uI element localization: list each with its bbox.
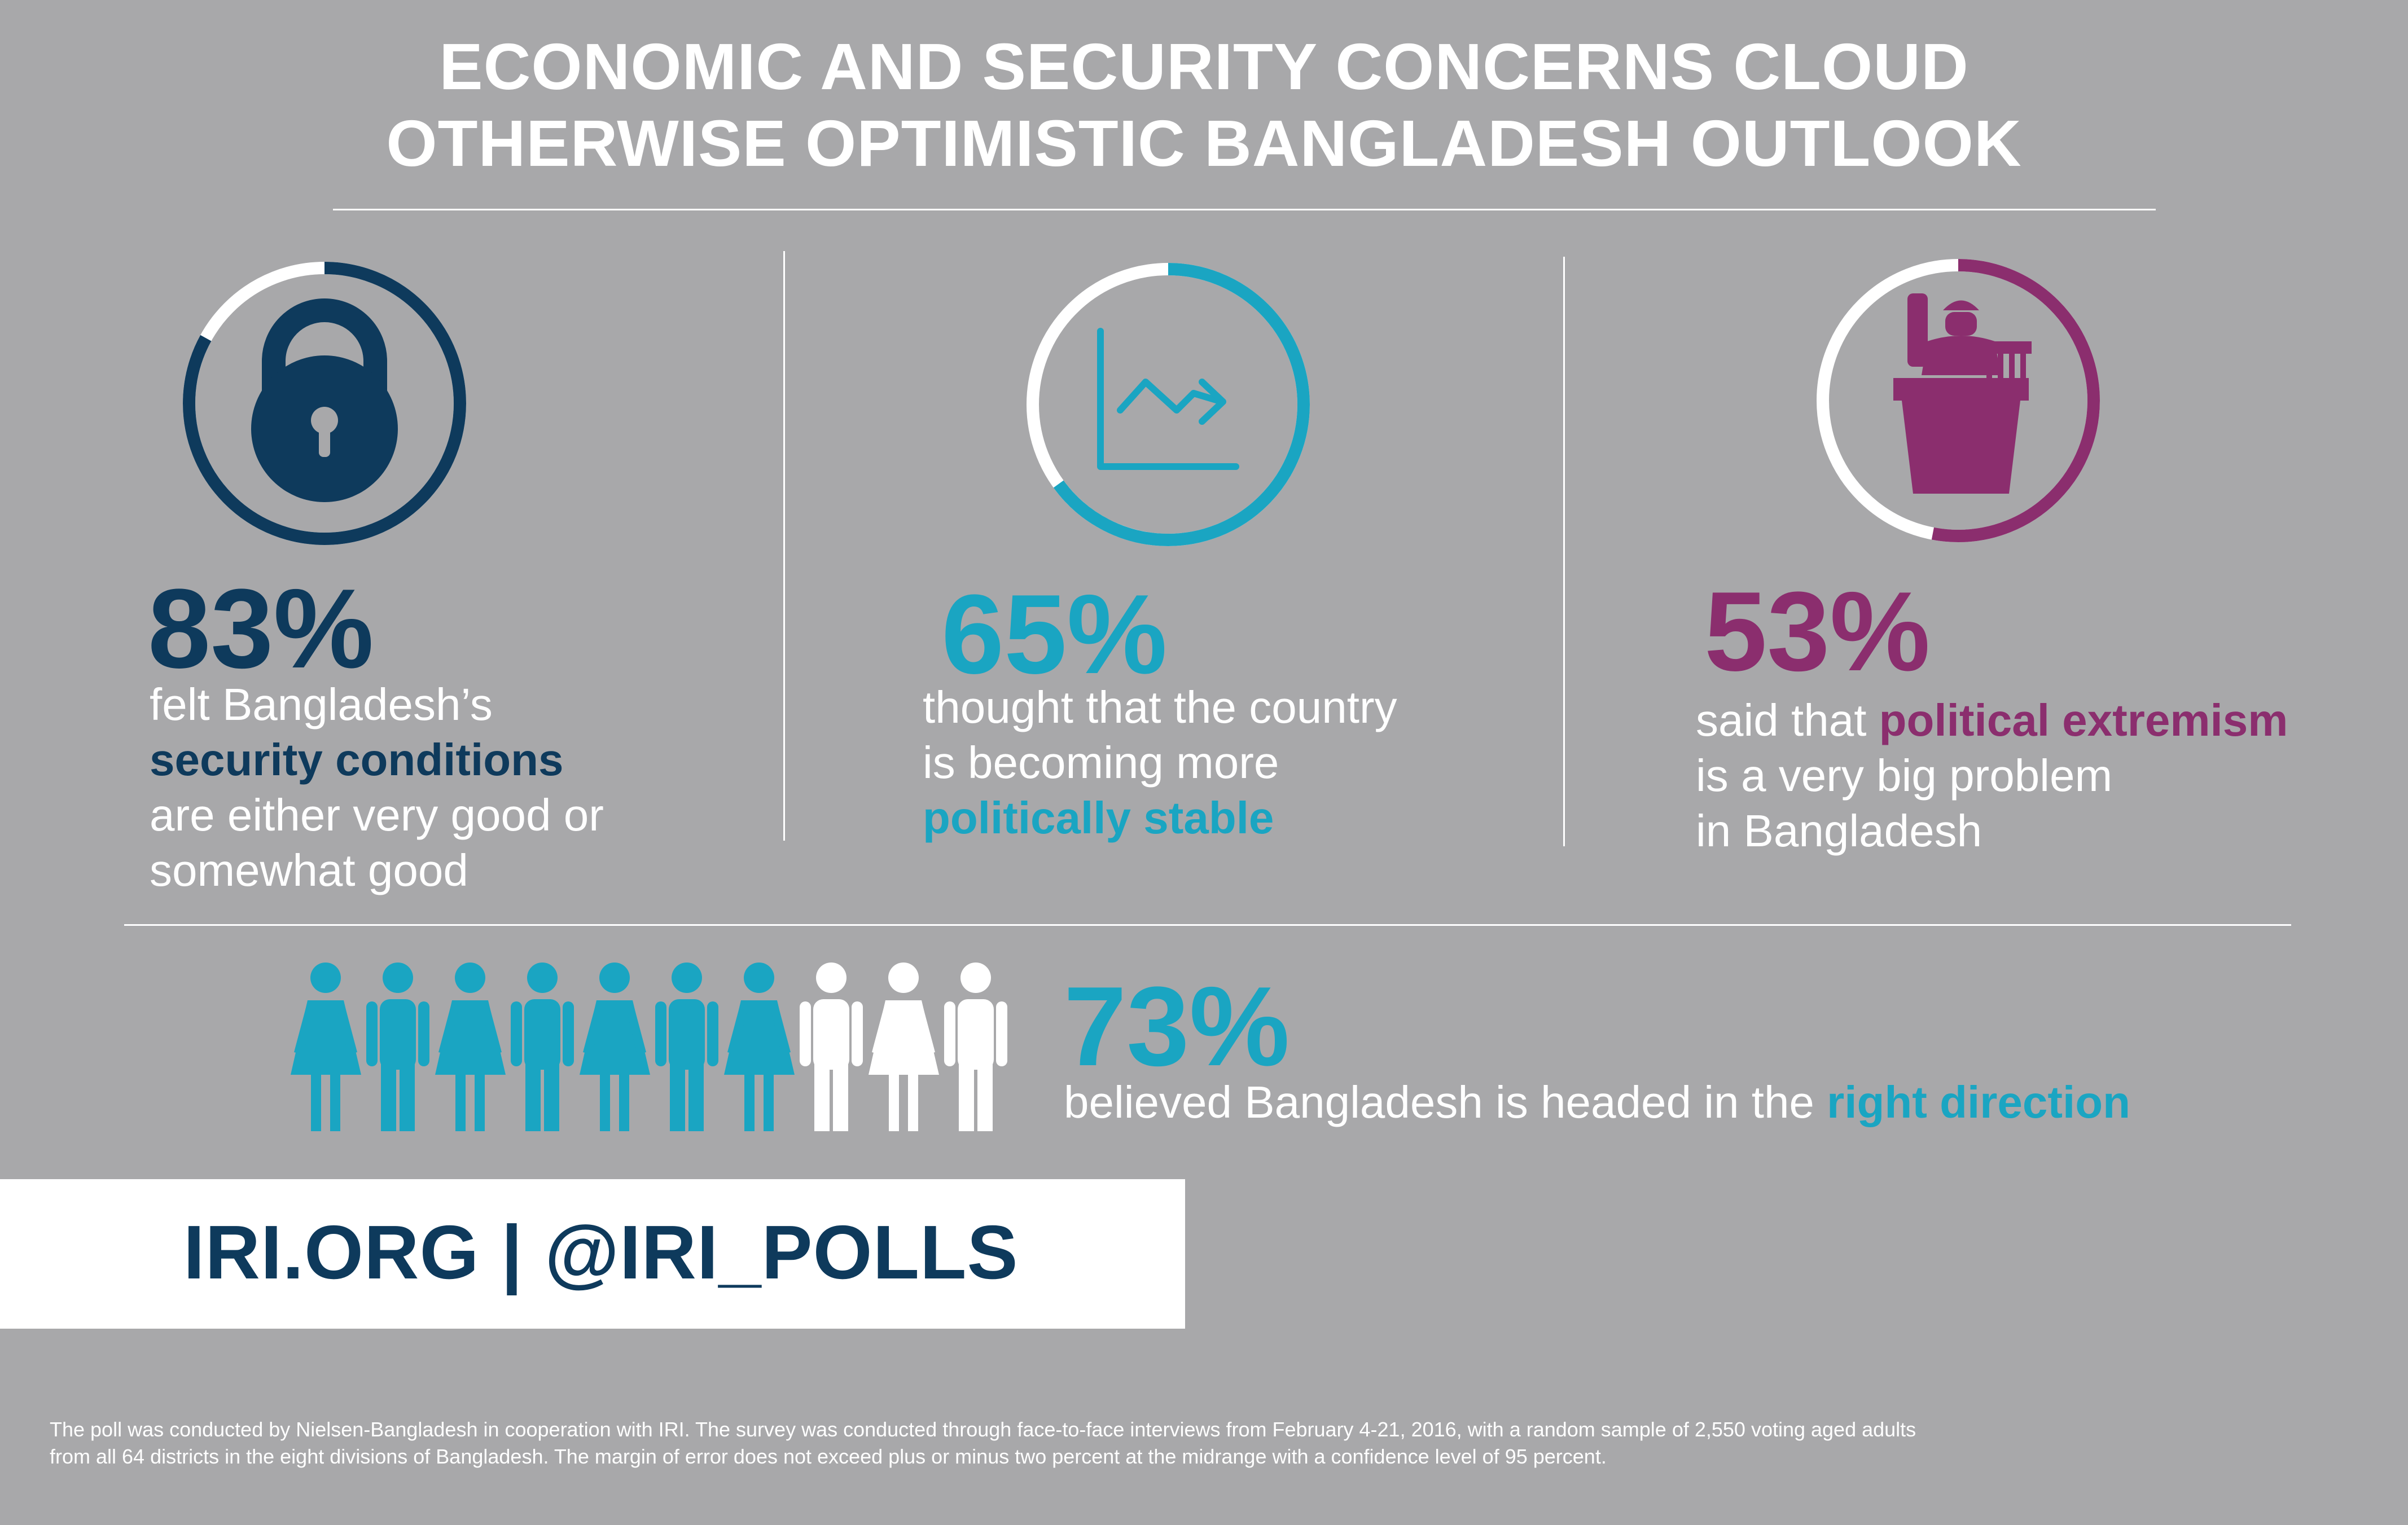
man-figure-icon xyxy=(366,963,429,1131)
man-figure-icon xyxy=(800,963,863,1131)
footer-links[interactable]: IRI.ORG | @IRI_POLLS xyxy=(183,1210,1019,1295)
security-highlight: security conditions xyxy=(150,735,564,785)
page-title: ECONOMIC AND SECURITY CONCERNS CLOUD OTH… xyxy=(0,28,2408,182)
title-line-1: ECONOMIC AND SECURITY CONCERNS CLOUD xyxy=(439,30,1969,103)
man-figure-icon xyxy=(944,963,1007,1131)
people-icon-row xyxy=(291,963,1007,1131)
woman-figure-icon xyxy=(291,963,361,1131)
podium-speaker-icon xyxy=(1893,293,2032,494)
column-divider-2 xyxy=(1563,257,1565,846)
title-divider xyxy=(333,209,2156,210)
extremism-description: said that political extremism is a very … xyxy=(1696,695,2288,856)
woman-figure-icon xyxy=(869,963,939,1131)
man-figure-icon xyxy=(511,963,574,1131)
direction-description: believed Bangladesh is headed in the rig… xyxy=(1064,1077,2130,1127)
stability-ring xyxy=(1027,263,1310,546)
stability-highlight: politically stable xyxy=(923,793,1274,843)
woman-figure-icon xyxy=(435,963,506,1131)
title-line-2: OTHERWISE OPTIMISTIC BANGLADESH OUTLOOK xyxy=(386,107,2022,180)
direction-highlight: right direction xyxy=(1827,1077,2130,1127)
security-description: felt Bangladesh’s security conditions ar… xyxy=(150,677,770,898)
security-ring xyxy=(183,262,466,545)
trend-chart-icon xyxy=(1097,328,1239,470)
direction-percent: 73% xyxy=(1064,964,1290,1089)
stability-percent: 65% xyxy=(941,572,1168,697)
extremism-ring xyxy=(1817,259,2100,542)
extremism-percent: 53% xyxy=(1704,569,1931,695)
methodology-note: The poll was conducted by Nielsen-Bangla… xyxy=(50,1418,1916,1468)
footer-banner xyxy=(0,1179,1185,1329)
security-percent: 83% xyxy=(148,566,374,692)
column-divider-1 xyxy=(783,251,785,841)
woman-figure-icon xyxy=(580,963,650,1131)
woman-figure-icon xyxy=(724,963,795,1131)
padlock-icon xyxy=(251,298,398,502)
stability-description: thought that the country is becoming mor… xyxy=(923,680,1543,846)
extremism-highlight: political extremism xyxy=(1879,695,2288,745)
section-divider xyxy=(124,924,2291,926)
man-figure-icon xyxy=(655,963,718,1131)
